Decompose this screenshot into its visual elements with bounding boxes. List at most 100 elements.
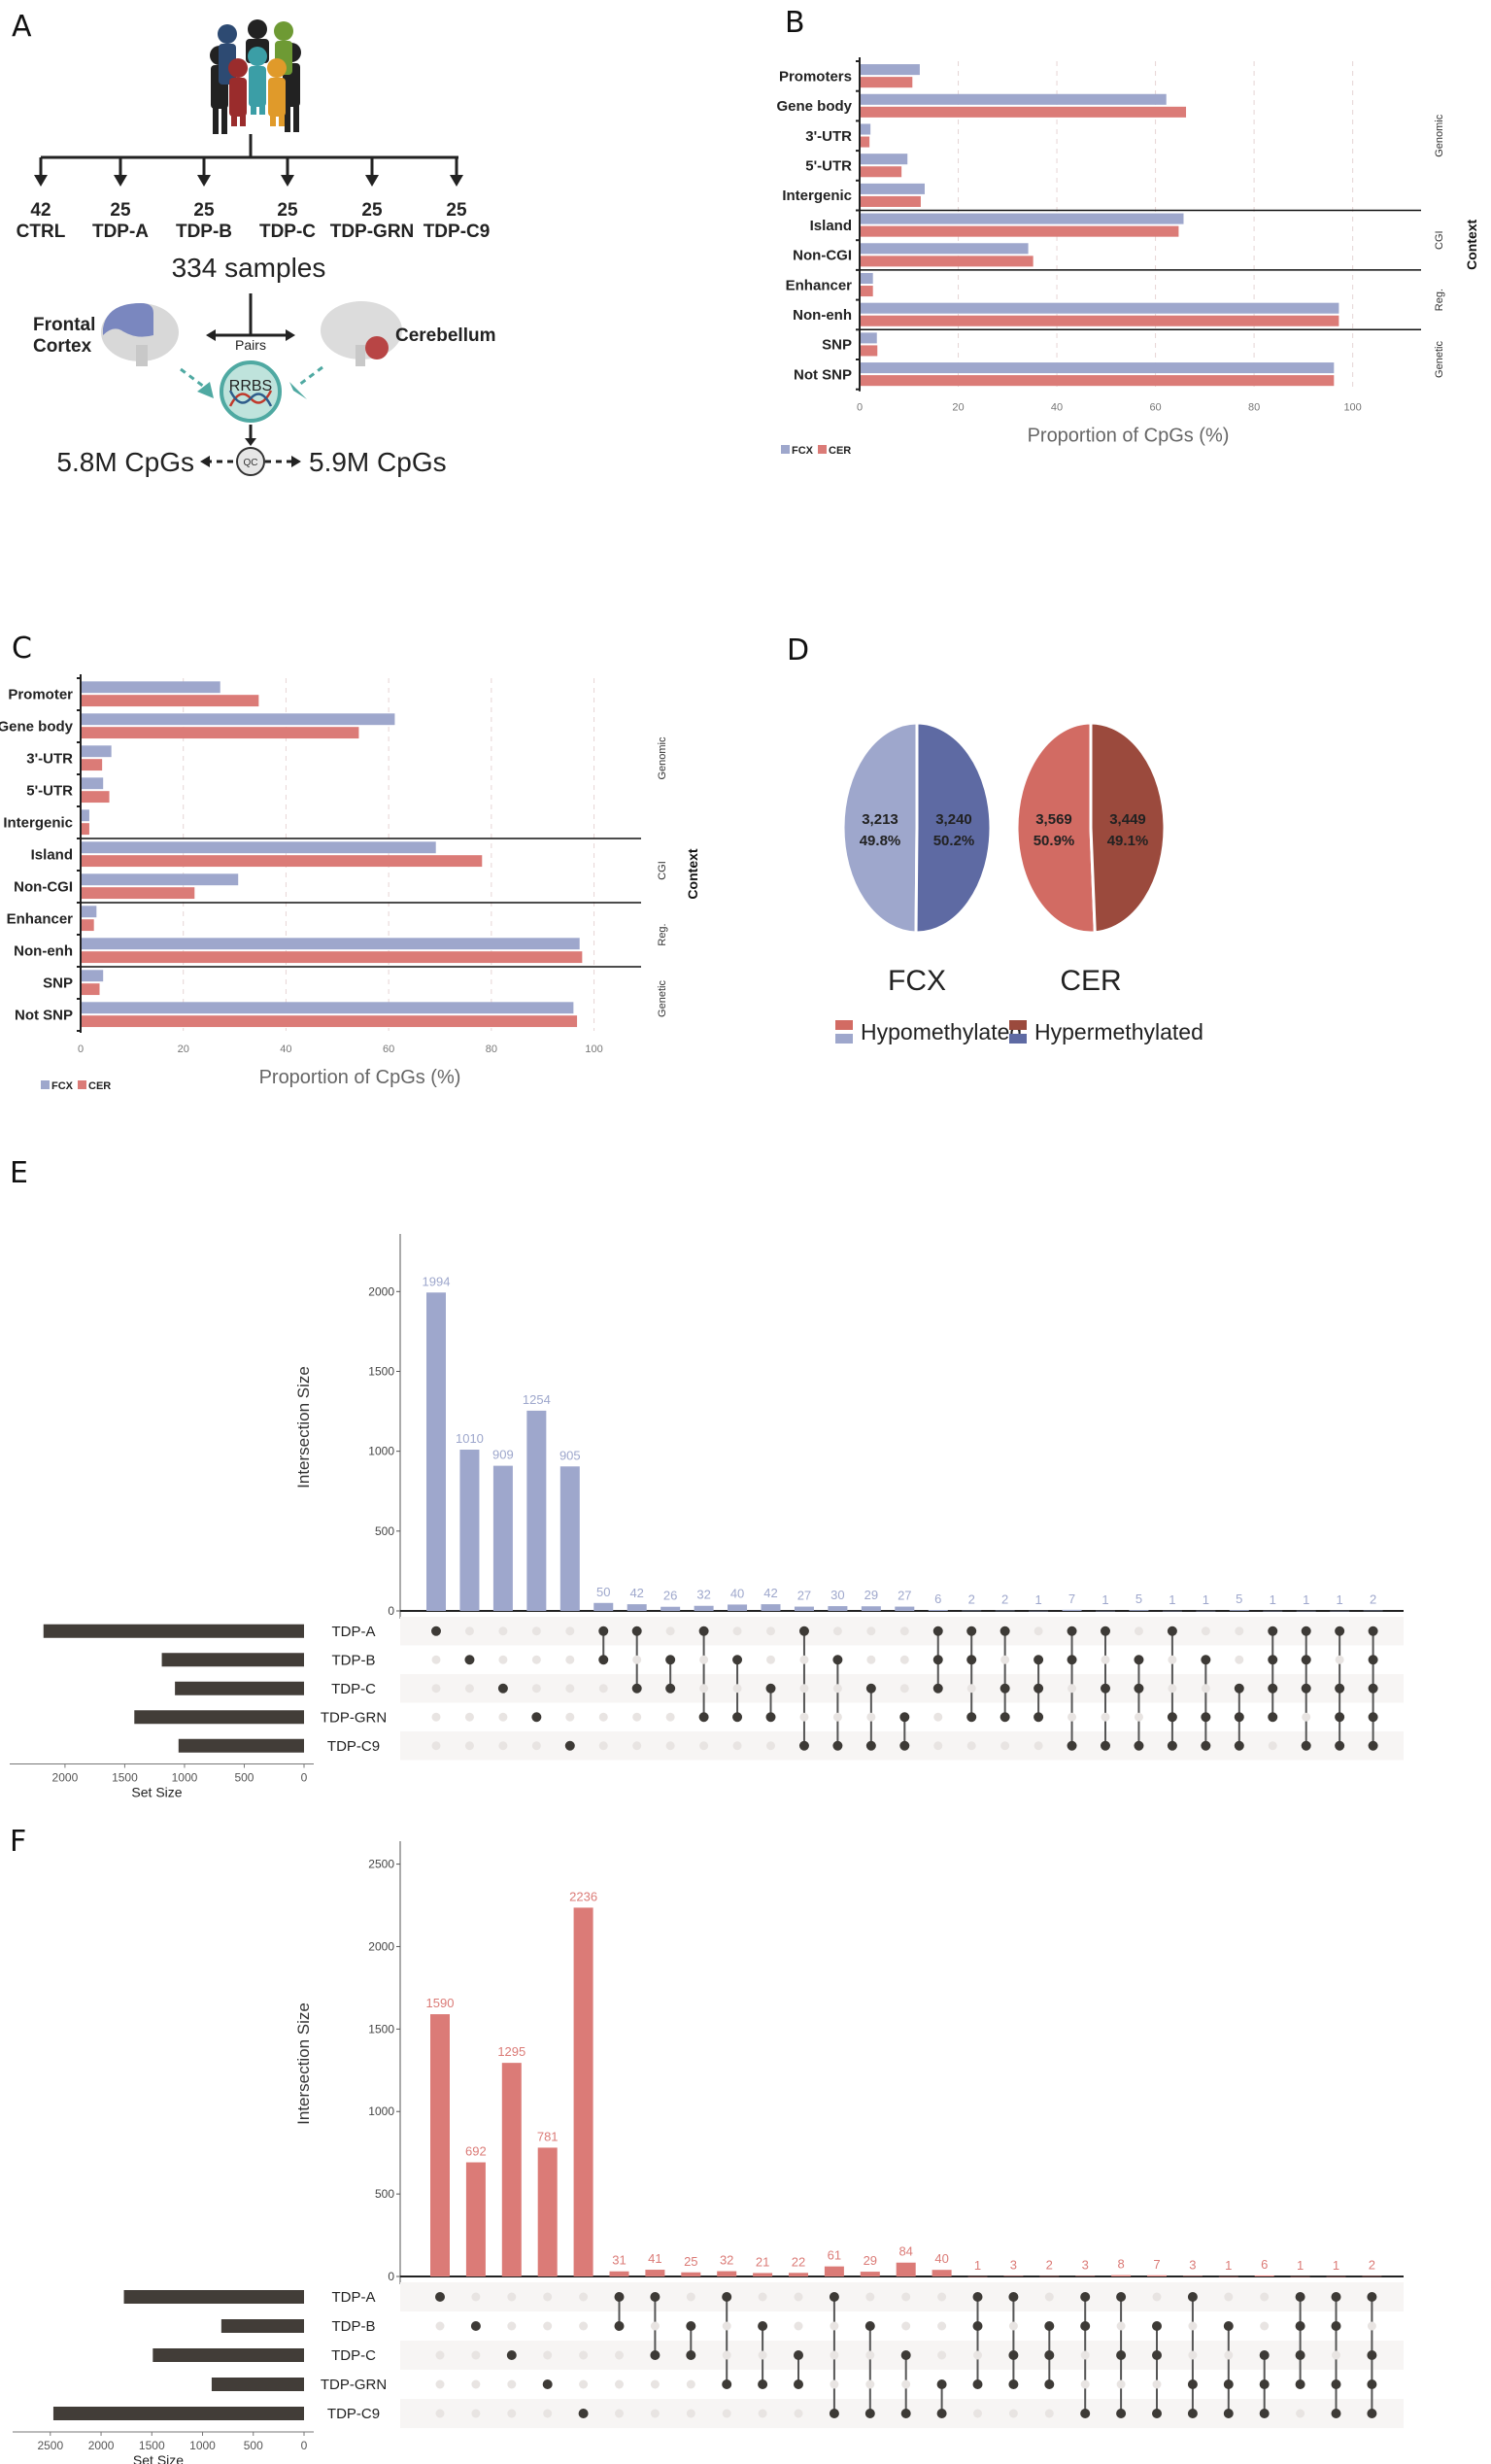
panel-letter-f: F: [10, 1825, 27, 1859]
set-label: TDP-A: [332, 1624, 376, 1640]
matrix-dot-filled: [1101, 1740, 1110, 1751]
matrix-dot-filled: [1234, 1683, 1244, 1694]
matrix-dot-filled: [972, 2321, 983, 2331]
bar-cer: [82, 759, 103, 771]
matrix-dot-filled: [1187, 2409, 1198, 2418]
set-size-tick-label: 500: [234, 1771, 254, 1785]
bar-fcx: [82, 777, 104, 790]
legend-label: FCX: [792, 445, 814, 457]
matrix-dot-filled: [1295, 2350, 1305, 2360]
matrix-dot-empty: [632, 1712, 642, 1722]
matrix-dot-empty: [937, 2321, 947, 2331]
matrix-dot-empty: [471, 2292, 481, 2302]
matrix-dot-filled: [1044, 2350, 1055, 2360]
group-count: 25: [110, 200, 131, 221]
matrix-dot-filled: [864, 2321, 875, 2331]
matrix-dot-empty: [686, 2292, 695, 2302]
matrix-dot-filled: [832, 1655, 843, 1665]
intersection-value-label: 7: [1153, 2257, 1160, 2272]
matrix-dot-filled: [1301, 1740, 1311, 1751]
bar-cer: [82, 887, 195, 900]
matrix-dot-empty: [1134, 1626, 1143, 1636]
frontal-cortex-brain-icon: [101, 303, 179, 366]
matrix-dot-empty: [431, 1655, 441, 1664]
matrix-dot-empty: [435, 2350, 445, 2360]
group-count: 25: [361, 200, 383, 221]
matrix-dot-filled: [798, 1626, 809, 1636]
category-label: Promoters: [779, 68, 852, 85]
intersection-bar: [661, 1606, 681, 1611]
matrix-dot-empty: [565, 1684, 575, 1694]
matrix-dot-empty: [766, 1741, 775, 1751]
bar-cer: [82, 1015, 578, 1028]
matrix-dot-filled: [829, 2292, 839, 2302]
matrix-dot-filled: [1301, 1683, 1311, 1694]
matrix-dot-empty: [966, 1741, 976, 1751]
panel-letter-d: D: [787, 633, 810, 667]
legend-label: Hypermethylated: [1034, 1019, 1203, 1044]
pie-slice-cer-hyper: [1089, 721, 1167, 935]
set-size-bar: [161, 1653, 304, 1667]
bar-fcx: [82, 1002, 574, 1014]
x-tick-label: 80: [486, 1044, 497, 1055]
bar-cer: [861, 225, 1179, 237]
panel-b-bar-chart: 0 20 40 60 80 100 Promoters Gene body 3'-UTR 5'-U…: [776, 57, 1479, 457]
bar-fcx: [861, 64, 920, 76]
intersection-bar: [1362, 2276, 1382, 2277]
group-count: 25: [446, 200, 467, 221]
legend-swatch-fcx: [781, 445, 790, 454]
matrix-dot-empty: [1188, 2321, 1198, 2331]
matrix-dot-filled: [972, 2292, 983, 2302]
set-label: TDP-B: [332, 1652, 376, 1668]
panel-letter-c: C: [12, 632, 32, 666]
matrix-dot-empty: [1235, 1626, 1244, 1636]
group-count: 42: [30, 200, 51, 221]
legend-label: CER: [88, 1080, 111, 1092]
intersection-bar: [492, 1465, 513, 1611]
intersection-value-label: 26: [663, 1589, 677, 1603]
matrix-dot-filled: [1295, 2379, 1305, 2389]
intersection-bar: [1062, 1609, 1082, 1611]
matrix-dot-filled: [665, 1655, 676, 1665]
set-label: TDP-GRN: [321, 2377, 387, 2393]
matrix-dot-filled: [1201, 1712, 1211, 1723]
matrix-dot-filled: [1335, 1626, 1345, 1636]
matrix-dot-empty: [464, 1684, 474, 1694]
matrix-dot-filled: [972, 2379, 983, 2389]
set-size-bar: [152, 2348, 304, 2362]
group-label: Genomic: [657, 736, 668, 780]
matrix-dot-filled: [1167, 1740, 1177, 1751]
intersection-bar: [1290, 2276, 1310, 2277]
matrix-dot-empty: [722, 2321, 731, 2331]
y-tick-label: 1500: [368, 1364, 394, 1378]
matrix-dot-empty: [650, 2379, 660, 2389]
matrix-dot-empty: [1260, 2321, 1270, 2331]
x-tick-label: 80: [1248, 402, 1260, 414]
slice-count-label: 3,240: [935, 811, 972, 828]
matrix-dot-filled: [1234, 1740, 1244, 1751]
matrix-dot-filled: [1368, 1712, 1378, 1723]
matrix-dot-empty: [615, 2409, 624, 2418]
matrix-dot-empty: [543, 2409, 553, 2418]
matrix-dot-filled: [1080, 2321, 1091, 2331]
matrix-dot-empty: [865, 2350, 875, 2360]
matrix-dot-filled: [1044, 2379, 1055, 2389]
category-label: Not SNP: [15, 1008, 73, 1024]
matrix-dot-empty: [464, 1712, 474, 1722]
matrix-dot-filled: [686, 2321, 696, 2331]
matrix-dot-empty: [732, 1626, 742, 1636]
matrix-dot-filled: [1331, 2321, 1341, 2331]
matrix-dot-filled: [765, 1712, 776, 1723]
matrix-dot-empty: [1168, 1684, 1177, 1694]
matrix-dot-filled: [497, 1683, 508, 1694]
matrix-dot-empty: [1067, 1712, 1077, 1722]
matrix-dot-empty: [1000, 1655, 1010, 1664]
matrix-dot-filled: [506, 2350, 517, 2360]
matrix-dot-filled: [899, 1712, 910, 1723]
matrix-dot-empty: [830, 2379, 839, 2389]
group-label: TDP-A: [92, 222, 149, 242]
matrix-dot-empty: [901, 2321, 911, 2331]
y-tick-label: 2500: [368, 1858, 394, 1871]
matrix-dot-filled: [1044, 2321, 1055, 2331]
slice-pct-label: 50.2%: [933, 833, 975, 849]
